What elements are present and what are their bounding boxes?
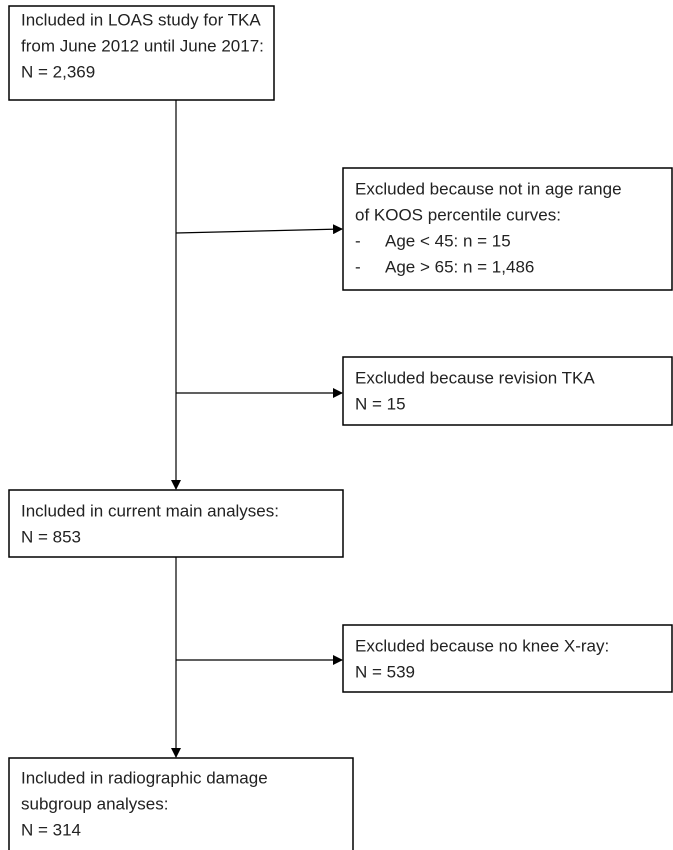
box-text: from June 2012 until June 2017:: [21, 36, 264, 55]
box: [8, 5, 275, 101]
connector: [175, 224, 343, 235]
list-marker: -: [355, 257, 361, 276]
box-text: N = 15: [355, 394, 406, 413]
box-text: Excluded because revision TKA: [355, 368, 595, 387]
list-marker: -: [355, 231, 361, 250]
list-item: Age < 45: n = 15: [385, 231, 511, 250]
box-text: Included in current main analyses:: [21, 501, 279, 520]
box-text: Excluded because not in age range: [355, 179, 622, 198]
box: [8, 489, 344, 558]
list-item: Age > 65: n = 1,486: [385, 257, 534, 276]
box: [342, 167, 673, 291]
box: [8, 757, 354, 850]
box-text: Included in radiographic damage: [21, 768, 268, 787]
box-text: of KOOS percentile curves:: [355, 205, 561, 224]
box-text: N = 539: [355, 662, 415, 681]
box: [342, 624, 673, 693]
box-text: N = 2,369: [21, 62, 95, 81]
box-text: Excluded because no knee X-ray:: [355, 636, 609, 655]
box-text: Included in LOAS study for TKA: [21, 10, 261, 29]
box-text: subgroup analyses:: [21, 794, 168, 813]
box-text: N = 853: [21, 527, 81, 546]
box-text: N = 314: [21, 820, 81, 839]
box: [342, 356, 673, 426]
